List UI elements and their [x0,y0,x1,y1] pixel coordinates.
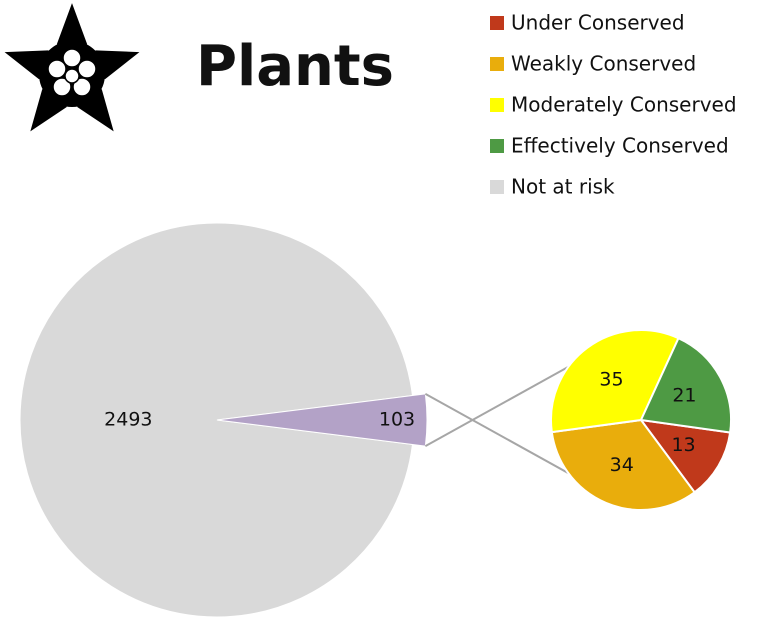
slice-label: 2493 [104,409,152,431]
legend-label: Moderately Conserved [511,93,737,117]
slice-label: 21 [672,385,696,407]
legend-label: Effectively Conserved [511,134,729,158]
slice-label: 103 [379,409,415,431]
pie-slice [639,336,732,434]
legend-swatch [490,98,504,112]
legend-label: Weakly Conserved [511,52,696,76]
legend-swatch [490,139,504,153]
pie-slice [550,418,697,511]
legend-swatch [490,180,504,194]
pie-slice [19,222,414,617]
legend-label: Under Conserved [511,11,685,35]
slice-label: 34 [610,454,634,476]
pie-slice [638,418,732,494]
flower-icon [4,3,140,132]
legend-swatch [490,16,504,30]
slice-label: 13 [671,434,695,456]
chart-title: Plants [196,34,394,99]
legend-swatch [490,57,504,71]
slice-label: 35 [599,369,623,391]
legend-label: Not at risk [511,175,615,199]
